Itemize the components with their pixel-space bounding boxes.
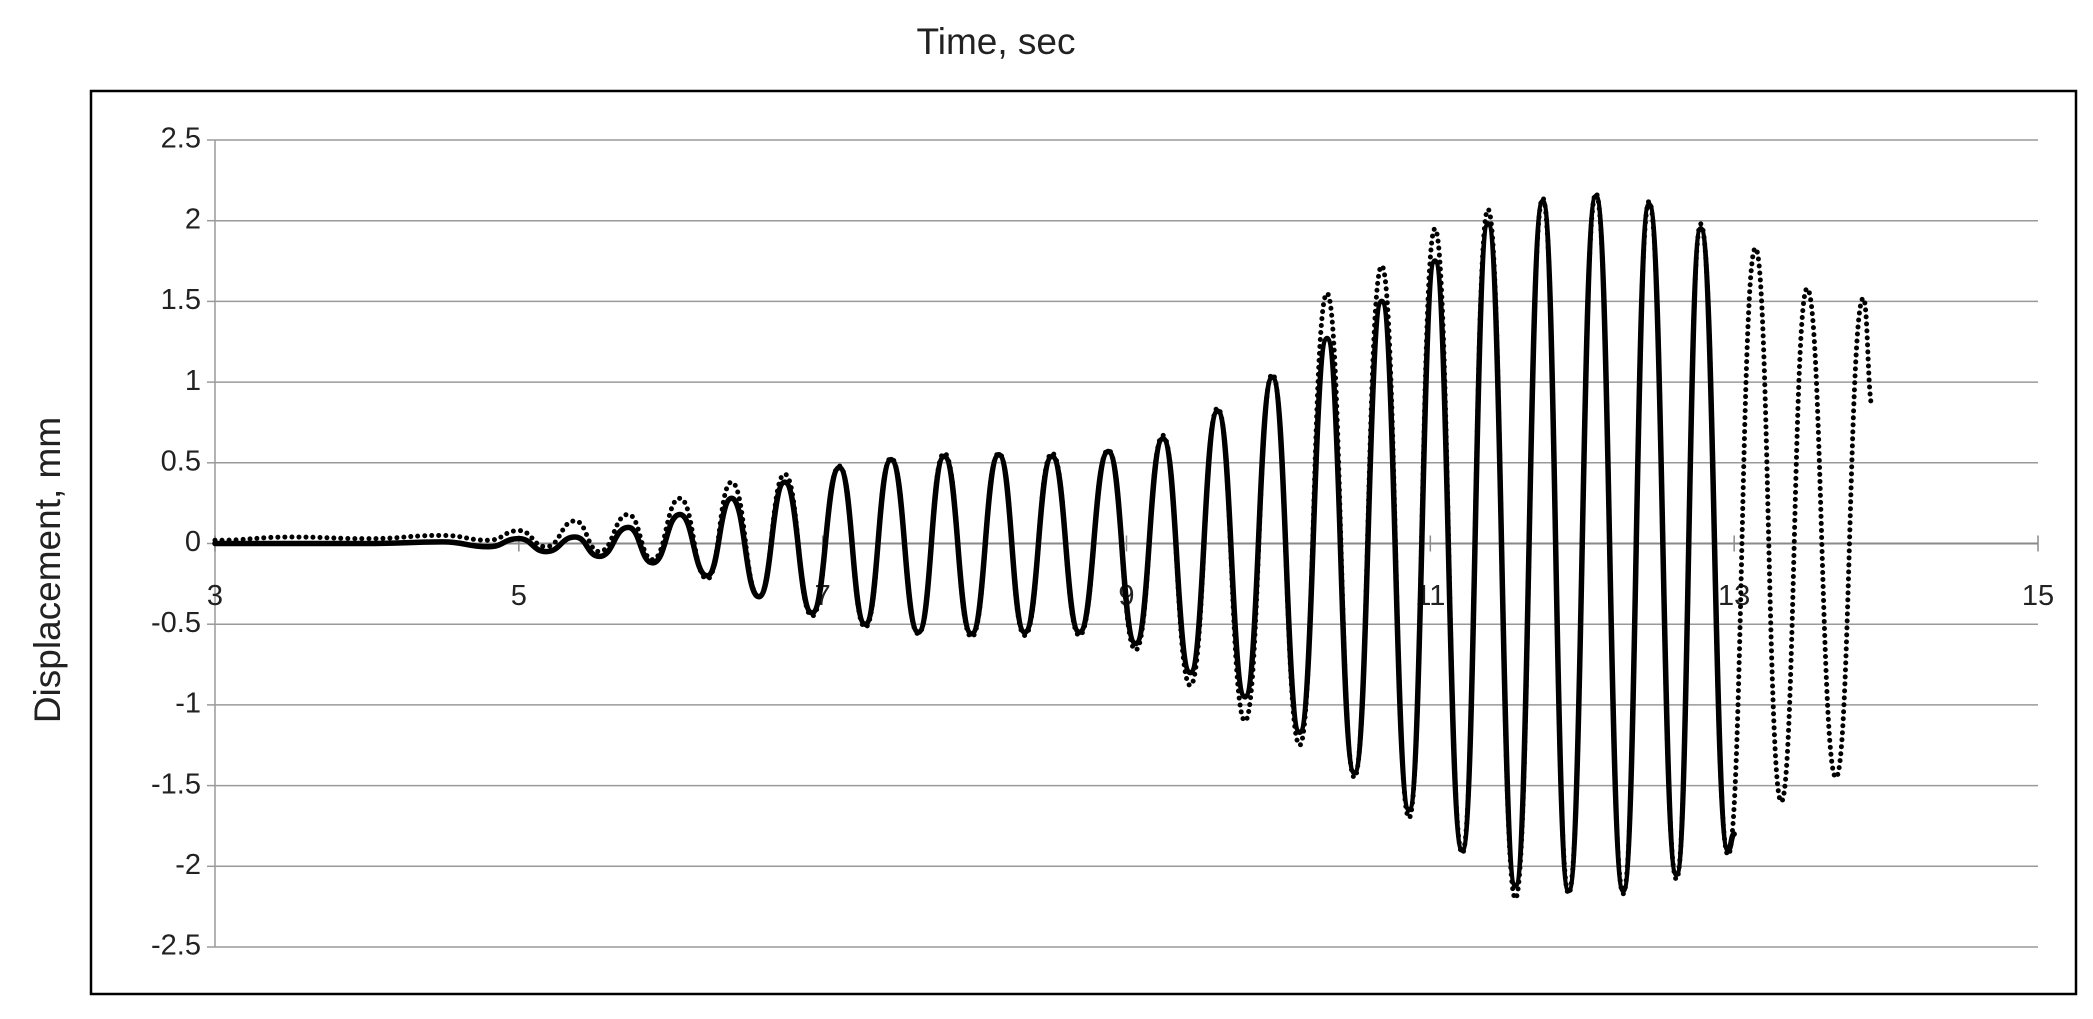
y-tick-label: -1.5 bbox=[151, 768, 201, 800]
plot-frame bbox=[89, 89, 2078, 996]
y-tick-label: 0.5 bbox=[161, 445, 201, 477]
y-tick-label: 2.5 bbox=[161, 123, 201, 155]
y-axis-label: Displacement, mm bbox=[27, 417, 68, 723]
y-tick-label: -1 bbox=[175, 688, 201, 720]
y-tick-label: 1.5 bbox=[161, 284, 201, 316]
y-tick-label: -0.5 bbox=[151, 607, 201, 639]
series-line bbox=[212, 190, 1875, 902]
y-tick-label: 1 bbox=[185, 365, 201, 397]
y-tick-label: -2 bbox=[175, 849, 201, 881]
chart-title: Time, sec bbox=[917, 21, 1076, 62]
y-tick-label: 2 bbox=[185, 203, 201, 235]
y-tick-label: -2.5 bbox=[151, 930, 201, 962]
x-tick-label: 15 bbox=[2022, 580, 2054, 612]
y-tick-label: 0 bbox=[185, 526, 201, 558]
x-tick-label: 13 bbox=[1718, 580, 1750, 612]
x-tick-label: 3 bbox=[207, 580, 223, 612]
x-tick-label: 5 bbox=[511, 580, 527, 612]
